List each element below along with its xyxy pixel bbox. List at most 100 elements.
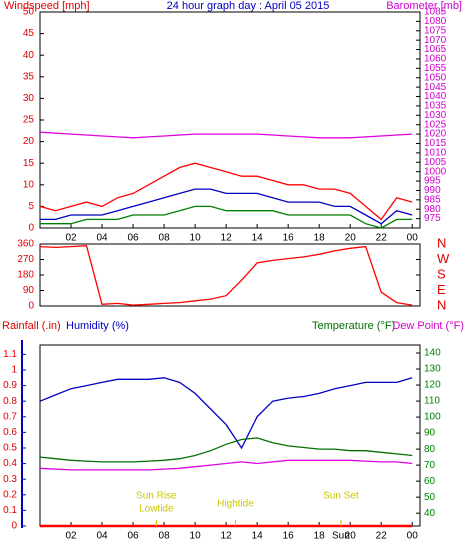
y-tick-label: 0 [28, 301, 34, 312]
y-tick-label: 15 [23, 158, 35, 169]
y2-tick-label: 60 [424, 476, 436, 487]
plot-frame [39, 11, 421, 229]
series-line [39, 162, 413, 221]
x-tick-label: 12 [221, 233, 233, 244]
y2-tick-label: 1055 [424, 63, 447, 74]
y2-tick-label: 110 [424, 396, 440, 407]
x-tick-label: 18 [314, 233, 326, 244]
x-tick-label: 14 [252, 233, 264, 244]
series-line [39, 131, 413, 139]
y-tick-label: 360 [17, 239, 34, 250]
x-tick-label: 12 [221, 531, 233, 542]
x-tick-label: 20 [345, 531, 357, 542]
y2-tick-label: 90 [424, 428, 436, 439]
y2-tick-label: 1080 [424, 16, 447, 27]
y2-tick-label: 1085 [424, 7, 447, 18]
x-tick-label: 00 [407, 233, 419, 244]
y-tick-label: 0 [28, 223, 34, 234]
y2-tick-label: 1075 [424, 25, 447, 36]
y-tick-label: 20 [23, 136, 35, 147]
y-axis-label: Rainfall (.in) [2, 320, 61, 332]
y2-tick-label: 130 [424, 364, 441, 375]
y-tick-label: 10 [23, 179, 35, 190]
y2-tick-label: W [437, 251, 450, 266]
annotation: Sun Set [323, 491, 359, 502]
y-tick-label: 0.7 [3, 411, 17, 422]
y2-tick-label: 995 [424, 176, 441, 187]
y-axis-label: Humidity (%) [66, 320, 129, 332]
y-tick-label: 0.6 [3, 427, 17, 438]
y2-tick-label: 1040 [424, 91, 447, 102]
x-tick-label: 04 [96, 233, 108, 244]
series-line [39, 459, 413, 471]
y2-tick-label: 1070 [424, 35, 447, 46]
y-tick-label: 0.1 [3, 505, 17, 516]
y2-tick-label: S [437, 266, 446, 281]
y2-tick-label: 980 [424, 204, 441, 215]
x-tick-label: 04 [96, 531, 108, 542]
y2-tick-label: 50 [424, 492, 436, 503]
y2-tick-label: 1035 [424, 101, 447, 112]
y2-tick-label: 1015 [424, 138, 447, 149]
x-tick-label: 08 [159, 531, 171, 542]
x-tick-label: 16 [283, 233, 295, 244]
y2-tick-label: 1000 [424, 166, 447, 177]
series-line [39, 437, 413, 463]
x-tick-label: 22 [376, 531, 388, 542]
x-tick-label: 02 [65, 233, 77, 244]
y2-tick-label: 1045 [424, 82, 447, 93]
y-tick-label: 270 [17, 254, 34, 265]
y2-tick-label: 985 [424, 194, 441, 205]
y-tick-label: 90 [23, 285, 35, 296]
x-tick-label: 22 [376, 233, 388, 244]
annotation: Sun Rise [136, 491, 177, 502]
y2-tick-label: 100 [424, 412, 441, 423]
y2-axis-label: Barometer [mb] [386, 0, 462, 12]
y-tick-label: 25 [23, 115, 35, 126]
y2-tick-label: 1060 [424, 54, 447, 65]
series-line [40, 188, 413, 225]
x-tick-label: 10 [190, 531, 202, 542]
y-tick-label: 0.3 [3, 474, 17, 485]
y-tick-label: 35 [23, 71, 35, 82]
series-line [40, 205, 413, 229]
x-tick-label: 06 [127, 531, 139, 542]
y2-tick-label: N [437, 235, 446, 250]
y2-tick-label: 1065 [424, 44, 447, 55]
y2-tick-label: 1025 [424, 119, 447, 130]
annotation: Hightide [217, 498, 254, 509]
x-tick-label: 18 [314, 531, 326, 542]
y-tick-label: 0 [11, 521, 17, 532]
y-tick-label: 45 [23, 28, 35, 39]
y2-tick-label: 1020 [424, 129, 447, 140]
y-tick-label: 40 [23, 50, 35, 61]
x-tick-label: 20 [345, 233, 357, 244]
y-tick-label: 1.1 [3, 349, 17, 360]
y2-tick-label: 140 [424, 348, 441, 359]
y2-tick-label: 975 [424, 213, 441, 224]
y-tick-label: 1 [11, 365, 17, 376]
y-tick-label: 180 [17, 270, 34, 281]
y-tick-label: 5 [28, 201, 34, 212]
y2-tick-label: 1030 [424, 110, 447, 121]
series-line [39, 377, 413, 450]
y2-tick-label: N [437, 297, 446, 312]
y-tick-label: 0.9 [3, 380, 17, 391]
y-tick-label: 0.8 [3, 396, 17, 407]
y-tick-label: 50 [23, 7, 35, 18]
x-tick-label: 14 [252, 531, 264, 542]
y2-tick-label: 70 [424, 460, 436, 471]
y-tick-label: 0.5 [3, 443, 17, 454]
y2-tick-label: 120 [424, 380, 441, 391]
annotation: Lowtide [139, 504, 174, 515]
y-axis-label: Windspeed [mph] [4, 0, 90, 12]
y2-tick-label: E [437, 282, 446, 297]
y2-tick-label: 80 [424, 444, 436, 455]
y2-tick-label: 990 [424, 185, 441, 196]
x-tick-label: 06 [127, 233, 139, 244]
y2-axis-label: Temperature (°F) [312, 320, 395, 332]
x-tick-label: 16 [283, 531, 295, 542]
y2-tick-label: 40 [424, 508, 436, 519]
y-tick-label: 0.2 [3, 489, 17, 500]
